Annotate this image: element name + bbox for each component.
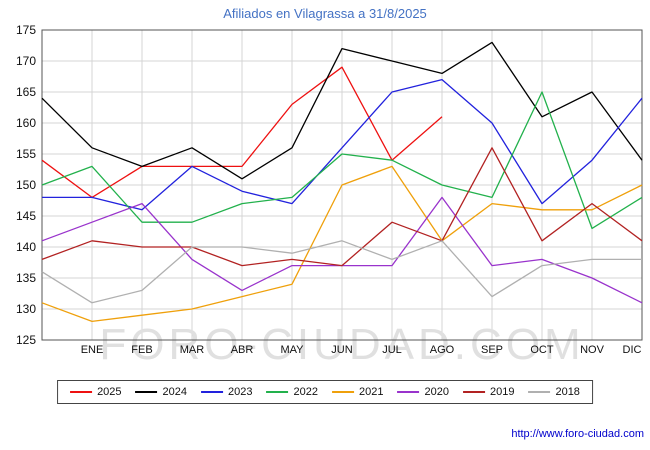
series-line-2024 — [41, 41, 643, 180]
y-tick-label: 135 — [16, 271, 36, 285]
legend-item-2024: 2024 — [135, 386, 188, 398]
legend-item-2022: 2022 — [266, 386, 318, 398]
x-tick-label: SEP — [481, 344, 503, 356]
x-tick-label: MAR — [180, 344, 205, 356]
y-tick-label: 125 — [16, 333, 36, 347]
x-tick-label: OCT — [530, 344, 554, 356]
legend-item-2018: 2018 — [528, 386, 580, 398]
watermark: FORO-CIUDAD.COM — [99, 320, 584, 369]
legend-swatch — [462, 391, 485, 393]
legend-label: 2021 — [359, 386, 384, 398]
legend-swatch — [528, 391, 551, 393]
legend-label: 2020 — [424, 386, 449, 398]
legend-swatch — [397, 391, 420, 393]
legend-item-2023: 2023 — [201, 386, 253, 398]
y-tick-label: 175 — [16, 23, 36, 37]
x-tick-label: JUN — [331, 344, 352, 356]
y-tick-label: 165 — [16, 85, 36, 99]
legend-swatch — [201, 391, 224, 393]
footer-link[interactable]: http://www.foro-ciudad.com — [511, 428, 644, 440]
x-tick-label: ENE — [81, 344, 104, 356]
x-tick-label: FEB — [131, 344, 152, 356]
series-line-2018 — [41, 240, 642, 304]
x-tick-label: DIC — [623, 344, 642, 356]
legend-label: 2019 — [489, 386, 515, 398]
y-tick-label: 150 — [16, 178, 36, 192]
y-tick-label: 130 — [16, 302, 36, 316]
chart-canvas: FORO-CIUDAD.COM 125 130 135 140 145 150 155 160 1… — [16, 23, 643, 369]
legend-label: 2023 — [228, 386, 253, 398]
x-tick-label: JUL — [382, 344, 402, 356]
legend-swatch — [266, 391, 289, 393]
legend-item-2019: 2019 — [462, 386, 515, 398]
series-line-2022 — [41, 91, 643, 230]
x-tick-label: ABR — [231, 344, 254, 356]
legend-item-2025: 2025 — [70, 386, 122, 398]
y-tick-label: 160 — [16, 116, 36, 130]
x-tick-label: MAY — [280, 344, 304, 356]
y-tick-label: 170 — [16, 54, 36, 68]
legend-label: 2018 — [555, 386, 580, 398]
series-line-2023 — [42, 78, 643, 211]
legend-label: 2025 — [97, 386, 122, 398]
legend-swatch — [135, 391, 158, 393]
legend-swatch — [70, 391, 93, 393]
y-tick-label: 145 — [16, 209, 36, 223]
chart-title: Afiliados en Vilagrassa a 31/8/2025 — [223, 6, 427, 21]
x-tick-label: NOV — [580, 344, 605, 356]
legend-swatch — [332, 391, 354, 393]
y-tick-label: 155 — [16, 147, 36, 161]
legend-label: 2022 — [293, 386, 318, 398]
legend-label: 2024 — [162, 386, 188, 398]
series-line-2019 — [41, 147, 643, 267]
legend-item-2020: 2020 — [397, 386, 449, 398]
series-line-2025 — [41, 66, 443, 199]
y-tick-label: 140 — [16, 240, 36, 254]
x-tick-label: AGO — [430, 344, 455, 356]
legend-item-2021: 2021 — [332, 386, 383, 398]
series-line-2021 — [41, 165, 643, 323]
legend: 2025 2024 2023 2022 2021 2020 2019 2018 — [57, 380, 593, 404]
